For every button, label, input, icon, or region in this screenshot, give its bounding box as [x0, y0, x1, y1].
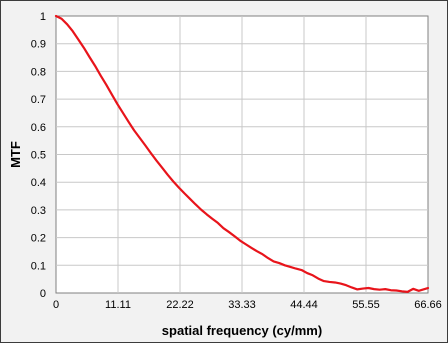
x-tick-label: 0: [53, 299, 59, 311]
x-tick-label: 44.44: [290, 299, 318, 311]
y-tick-label: 0.3: [31, 205, 46, 217]
y-tick-label: 0.8: [31, 66, 46, 78]
y-tick-label: 0.7: [31, 94, 46, 106]
y-axis-title: MTF: [8, 141, 23, 168]
x-tick-label: 22.22: [166, 299, 194, 311]
x-axis-title: spatial frequency (cy/mm): [162, 323, 322, 338]
x-tick-label: 55.55: [352, 299, 380, 311]
y-tick-label: 1: [40, 11, 46, 23]
y-tick-label: 0.4: [31, 177, 46, 189]
y-tick-label: 0.5: [31, 150, 46, 162]
mtf-series-line: [54, 14, 430, 293]
x-tick-label: 66.66: [414, 299, 442, 311]
y-tick-label: 0: [40, 288, 46, 300]
tick-labels: 0 0.1 0.2 0.3 0.4 0.5 0.6 0.7 0.8 0.9 1 0 11.11 22.22…: [31, 11, 442, 311]
y-tick-label: 0.2: [31, 233, 46, 245]
series-layer: [54, 14, 430, 293]
y-tick-label: 0.9: [31, 39, 46, 51]
x-tick-label: 33.33: [228, 299, 256, 311]
grid-lines: [56, 16, 428, 293]
y-tick-label: 0.6: [31, 122, 46, 134]
y-tick-label: 0.1: [31, 260, 46, 272]
x-tick-label: 11.11: [105, 299, 131, 311]
